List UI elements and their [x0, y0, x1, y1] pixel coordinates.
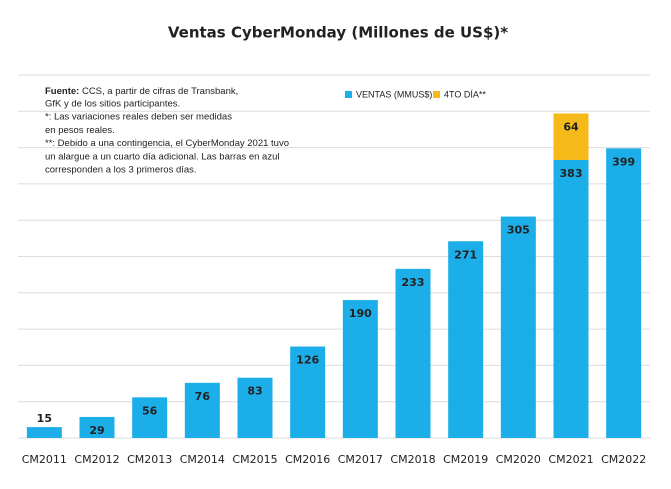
bar — [448, 241, 484, 438]
note-source-text: CCS, a partir de cifras de Transbank, — [79, 86, 238, 97]
x-tick-label: CM2017 — [338, 453, 383, 466]
x-tick-label: CM2021 — [548, 453, 593, 466]
note-line: *: Las variaciones reales deben ser medi… — [45, 112, 232, 123]
note-line: un alargue a un cuarto día adicional. La… — [45, 151, 280, 162]
value-label: 271 — [454, 248, 477, 261]
value-label: 83 — [247, 385, 262, 398]
bar — [290, 346, 326, 438]
legend-label: 4TO DÍA** — [444, 89, 486, 99]
x-tick-label: CM2013 — [127, 453, 172, 466]
note-source-label: Fuente: — [45, 86, 79, 97]
chart-title: Ventas CyberMonday (Millones de US$)* — [168, 24, 508, 42]
value-label: 76 — [195, 390, 211, 403]
value-label: 56 — [142, 404, 158, 417]
x-tick-label: CM2014 — [180, 453, 225, 466]
note-source: Fuente: CCS, a partir de cifras de Trans… — [45, 86, 238, 97]
legend-label: VENTAS (MMUS$) — [356, 89, 432, 99]
note-line: corresponden a los 3 primeros días. — [45, 165, 197, 176]
value-label: 190 — [349, 307, 372, 320]
value-label: 233 — [402, 276, 425, 289]
bar — [79, 416, 115, 438]
bar — [553, 159, 589, 438]
value-label: 15 — [37, 412, 52, 425]
bar — [606, 148, 642, 439]
bar — [500, 216, 536, 438]
note-line: GfK y de los sitios participantes. — [45, 99, 180, 110]
value-label: 305 — [507, 224, 530, 237]
legend-swatch — [433, 91, 440, 98]
value-label: 64 — [563, 120, 579, 133]
x-tick-label: CM2018 — [390, 453, 435, 466]
x-tick-label: CM2020 — [496, 453, 541, 466]
x-tick-label: CM2019 — [443, 453, 488, 466]
bar — [26, 427, 62, 438]
x-tick-label: CM2011 — [22, 453, 67, 466]
bar — [342, 300, 378, 438]
bar — [132, 397, 168, 438]
value-label: 29 — [89, 424, 104, 437]
bar — [553, 113, 589, 160]
x-tick-label: CM2016 — [285, 453, 330, 466]
bar — [395, 268, 431, 438]
x-tick-label: CM2012 — [74, 453, 119, 466]
legend-swatch — [345, 91, 352, 98]
bar — [237, 377, 273, 438]
note-line: en pesos reales. — [45, 125, 115, 136]
value-label: 399 — [612, 155, 635, 168]
x-tick-label: CM2022 — [601, 453, 646, 466]
x-tick-label: CM2015 — [232, 453, 277, 466]
value-label: 126 — [296, 354, 319, 367]
note-line: **: Debido a una contingencia, el CyberM… — [45, 138, 289, 149]
value-label: 383 — [560, 167, 583, 180]
bar — [184, 382, 220, 438]
